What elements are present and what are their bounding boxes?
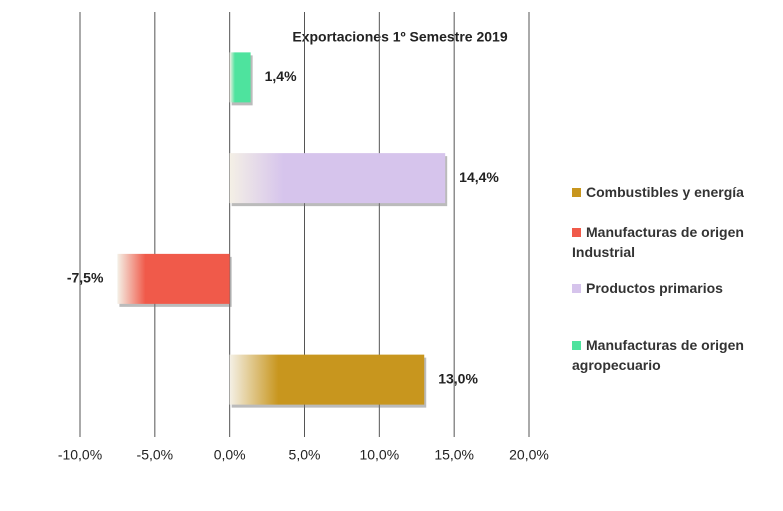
data-label: 13,0% — [438, 370, 478, 386]
x-tick-label: 15,0% — [434, 447, 474, 463]
data-label: 1,4% — [265, 68, 297, 84]
legend-label: Combustibles y energía — [586, 184, 744, 200]
legend-label: Productos primarios — [586, 280, 723, 296]
legend-item: Productos primarios — [572, 278, 780, 298]
x-tick-label: 20,0% — [509, 447, 549, 463]
legend-swatch — [572, 284, 581, 293]
legend-swatch — [572, 228, 581, 237]
data-label: 14,4% — [459, 169, 499, 185]
legend-item: Manufacturas de origen agropecuario — [572, 335, 780, 375]
legend-swatch — [572, 188, 581, 197]
legend-label: Manufacturas de origen agropecuario — [572, 337, 744, 373]
bar — [229, 52, 251, 103]
x-tick-label: 5,0% — [289, 447, 321, 463]
legend-item: Manufacturas de origen Industrial — [572, 222, 780, 262]
legend-swatch — [572, 341, 581, 350]
data-label: -7,5% — [67, 270, 104, 286]
legend-item: Combustibles y energía — [572, 182, 780, 202]
chart-title: Exportaciones 1º Semestre 2019 — [292, 29, 507, 45]
bar — [229, 153, 446, 204]
x-tick-label: -10,0% — [58, 447, 102, 463]
x-tick-label: 0,0% — [214, 447, 246, 463]
bar — [229, 354, 425, 405]
bar — [117, 253, 230, 304]
x-tick-label: -5,0% — [137, 447, 174, 463]
x-tick-label: 10,0% — [359, 447, 399, 463]
legend-label: Manufacturas de origen Industrial — [572, 224, 744, 260]
